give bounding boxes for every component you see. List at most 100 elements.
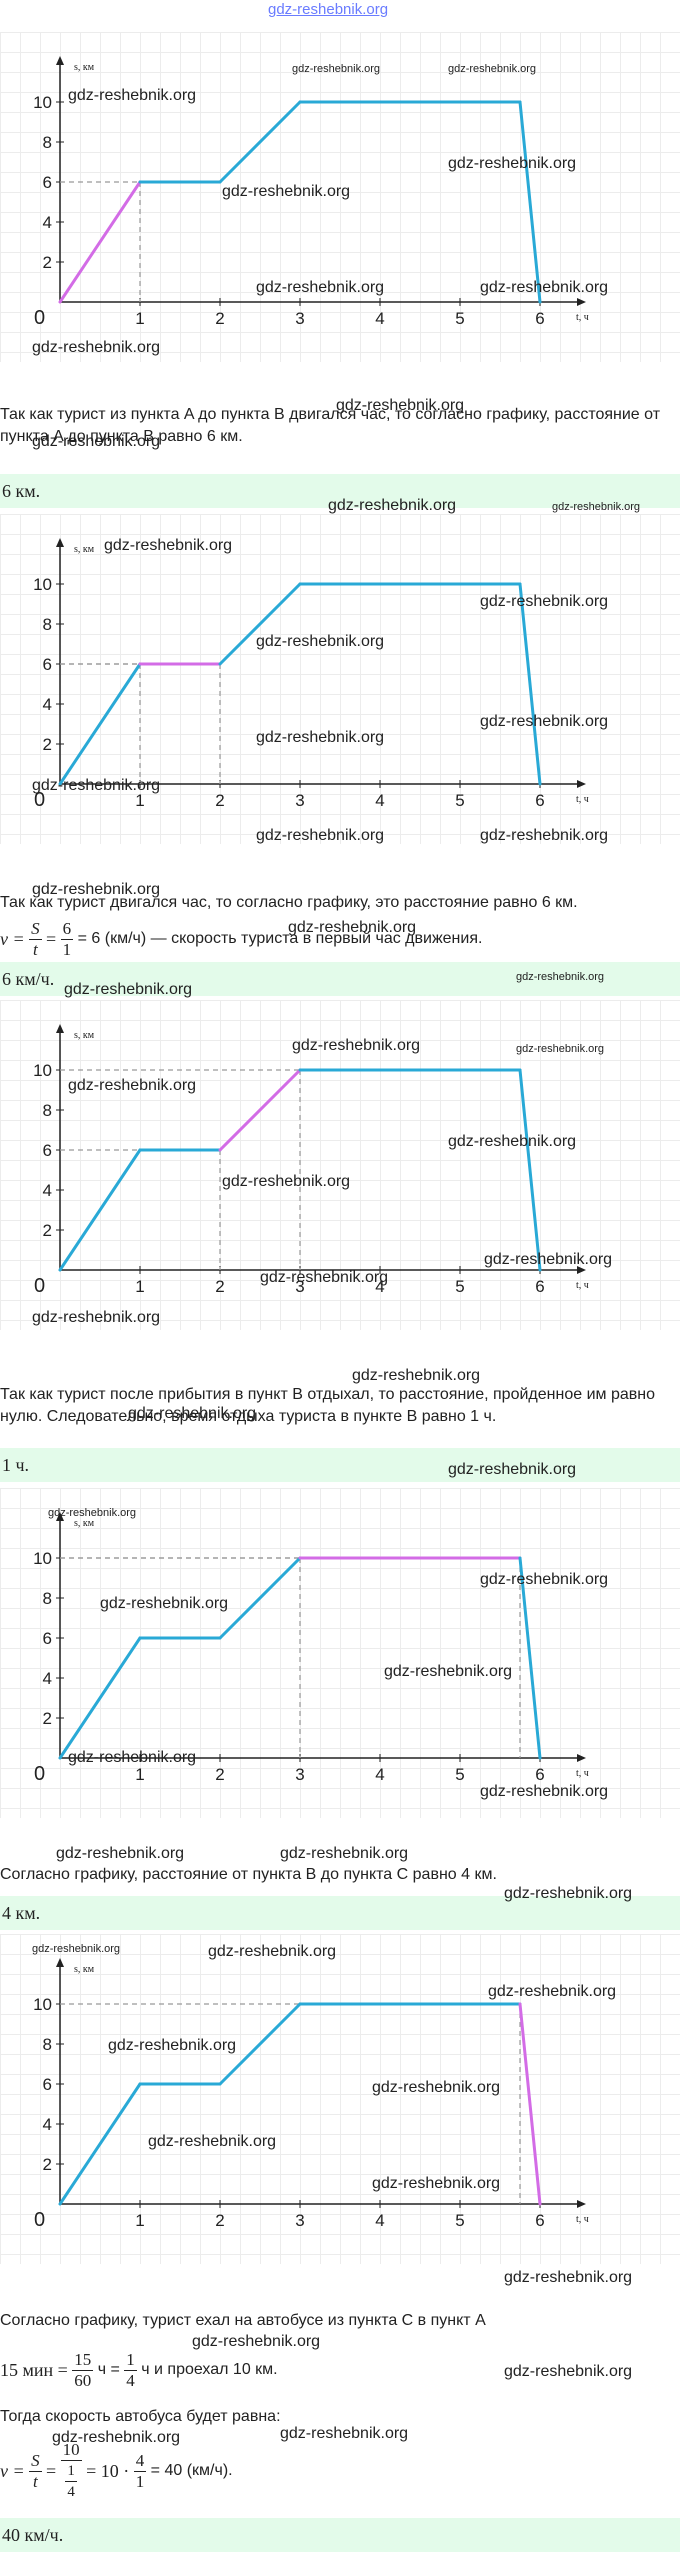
watermark: gdz-reshebnik.org — [352, 1367, 481, 1384]
watermark: gdz-reshebnik.org — [372, 2079, 501, 2096]
y-tick-label: 4 — [43, 213, 52, 232]
formula-part: ч = — [97, 2361, 120, 2378]
y-tick-label: 10 — [33, 575, 52, 594]
watermark: gdz-reshebnik.org — [480, 279, 609, 296]
highlighted-segment — [218, 1068, 302, 1152]
numerator: S — [29, 918, 42, 940]
x-tick-label: 6 — [535, 1765, 544, 1784]
formula-part: v = — [0, 929, 25, 949]
watermark: gdz-reshebnik.org — [208, 1943, 337, 1960]
y-tick-label: 8 — [43, 2035, 52, 2054]
watermark: gdz-reshebnik.org — [222, 183, 351, 200]
y-tick-label: 2 — [43, 2155, 52, 2174]
watermark: gdz-reshebnik.org — [480, 1571, 609, 1588]
x-tick-label: 4 — [375, 1765, 384, 1784]
y-tick-label: 4 — [43, 695, 52, 714]
watermark: gdz-reshebnik.org — [68, 1749, 197, 1766]
speed-intro: Тогда скорость автобуса будет равна: — [0, 2408, 281, 2425]
watermark: gdz-reshebnik.org — [328, 497, 457, 514]
y-axis-label: s, км — [74, 1964, 95, 1975]
x-tick-label: 3 — [295, 309, 304, 328]
y-axis-label: s, км — [74, 544, 95, 555]
y-tick-label: 2 — [43, 735, 52, 754]
y-axis-label: s, км — [74, 62, 95, 73]
x-axis-label: t, ч — [576, 2214, 589, 2225]
watermark: gdz-reshebnik.org — [256, 729, 385, 746]
answer-text: 1 ч. — [2, 1455, 30, 1475]
x-tick-label: 5 — [455, 1277, 464, 1296]
explanation-4: Согласно графику, расстояние от пункта B… — [0, 1866, 497, 1883]
watermark: gdz-reshebnik.org — [384, 1663, 513, 1680]
site-header-link[interactable]: gdz-reshebnik.org — [268, 1, 389, 18]
watermark: gdz-reshebnik.org — [108, 2037, 237, 2054]
graph-segment — [218, 1556, 302, 1640]
x-tick-label: 4 — [375, 309, 384, 328]
x-tick-label: 5 — [455, 309, 464, 328]
x-tick-label: 2 — [215, 1277, 224, 1296]
y-tick-label: 4 — [43, 1669, 52, 1688]
watermark: gdz-reshebnik.org — [32, 1943, 121, 1955]
graph-segment — [518, 582, 542, 786]
y-axis-arrow — [56, 1958, 64, 1967]
graph-panel-5: s, км t, ч 0 2 4 6 8 10 1 2 3 4 5 6 — [0, 1934, 680, 2264]
y-tick-label: 10 — [33, 1549, 52, 1568]
watermark: gdz-reshebnik.org — [32, 777, 161, 794]
formula-part: = — [46, 2461, 57, 2481]
x-tick-label: 2 — [215, 2211, 224, 2230]
explanation-2: Так как турист двигался час, то согласно… — [0, 894, 578, 911]
y-tick-label: 6 — [43, 173, 52, 192]
x-tick-label: 4 — [375, 791, 384, 810]
graph-segment — [518, 100, 542, 304]
watermark: gdz-reshebnik.org — [48, 1507, 137, 1519]
x-tick-label: 4 — [375, 2211, 384, 2230]
x-axis-arrow — [577, 298, 586, 306]
formula-part: v = — [0, 2461, 25, 2481]
watermark: gdz-reshebnik.org — [480, 1783, 609, 1800]
watermark: gdz-reshebnik.org — [148, 2133, 277, 2150]
y-tick-label: 8 — [43, 615, 52, 634]
x-axis-arrow — [577, 780, 586, 788]
explanation-3: Так как турист после прибытия в пункт B … — [0, 1386, 655, 1425]
watermark: gdz-reshebnik.org — [260, 1269, 389, 1286]
watermark: gdz-reshebnik.org — [516, 971, 605, 983]
x-tick-label: 6 — [535, 1277, 544, 1296]
watermark: gdz-reshebnik.org — [128, 1405, 257, 1422]
y-tick-label: 6 — [43, 2075, 52, 2094]
origin-label: 0 — [34, 2209, 45, 2231]
watermark: gdz-reshebnik.org — [32, 881, 161, 898]
origin-label: 0 — [34, 307, 45, 329]
fraction: 10 1 4 — [60, 2440, 82, 2502]
y-tick-label: 4 — [43, 2115, 52, 2134]
answer-3: 1 ч. — [0, 1448, 680, 1482]
watermark: gdz-reshebnik.org — [372, 2175, 501, 2192]
watermark: gdz-reshebnik.org — [336, 397, 465, 414]
answer-4: 4 км. — [0, 1896, 680, 1930]
x-axis-label: t, ч — [576, 312, 589, 323]
origin-label: 0 — [34, 789, 45, 811]
watermark: gdz-reshebnik.org — [68, 1077, 197, 1094]
watermark: gdz-reshebnik.org — [68, 87, 197, 104]
x-tick-label: 5 — [455, 1765, 464, 1784]
origin-label: 0 — [34, 1275, 45, 1297]
formula-part: = 10 · — [86, 2461, 130, 2481]
watermark: gdz-reshebnik.org — [504, 2269, 633, 2286]
watermark: gdz-reshebnik.org — [448, 155, 577, 172]
x-tick-label: 5 — [455, 791, 464, 810]
x-axis-label: t, ч — [576, 1280, 589, 1291]
denominator: 60 — [74, 2370, 92, 2390]
denominator: t — [32, 2471, 38, 2491]
graph-panel-1: s, км t, ч 0 2 4 6 8 10 1 2 3 4 5 6 — [0, 32, 680, 362]
watermark: gdz-reshebnik.org — [480, 593, 609, 610]
x-tick-label: 1 — [135, 1765, 144, 1784]
numerator: 4 — [133, 2450, 147, 2472]
y-tick-label: 6 — [43, 1141, 52, 1160]
watermark: gdz-reshebnik.org — [280, 2425, 409, 2442]
